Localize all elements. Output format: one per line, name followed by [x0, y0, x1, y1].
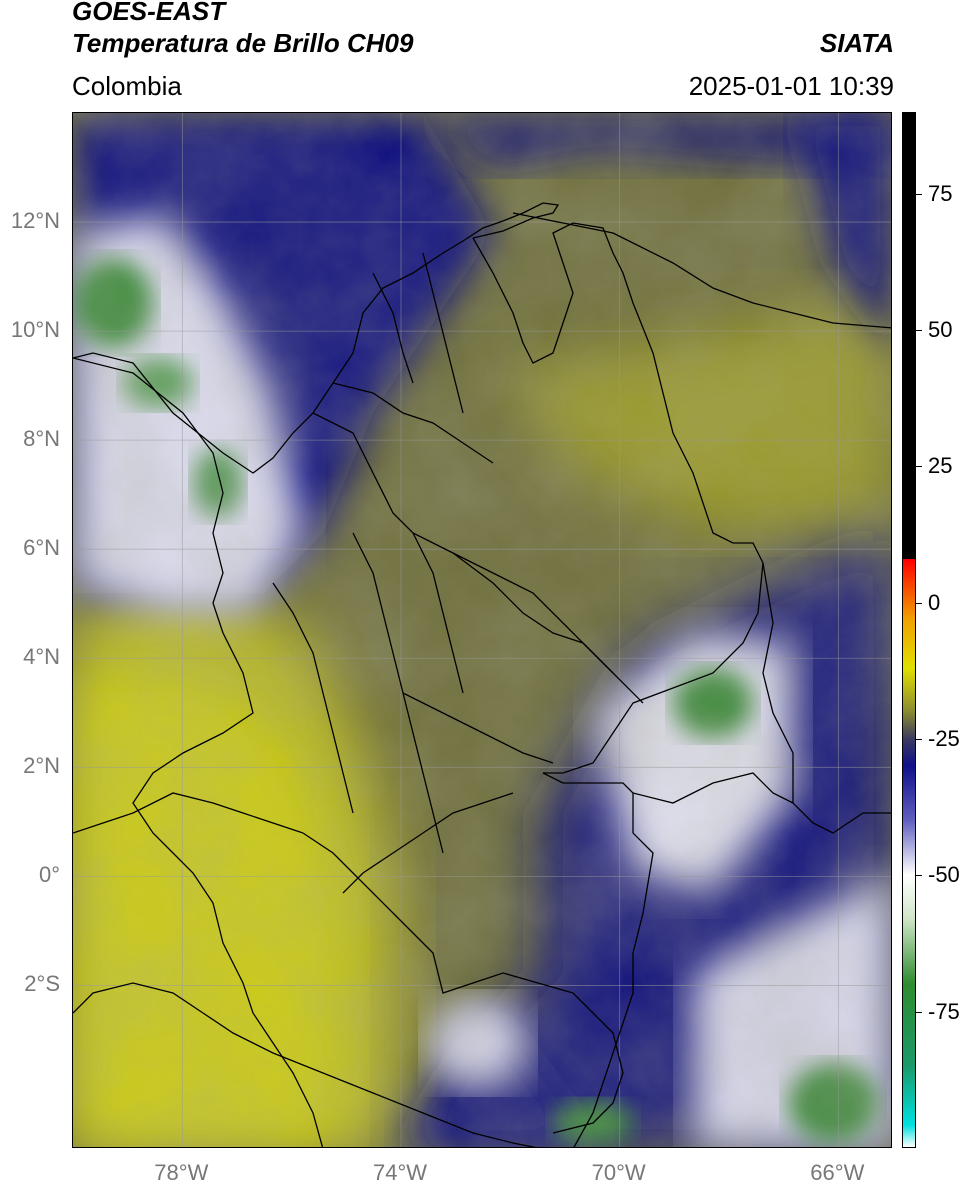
- colorbar-tick: [916, 330, 922, 332]
- lon-label: 70°W: [591, 1160, 646, 1185]
- dept-border-9: [422, 252, 464, 414]
- venezuela-guyana-border: [762, 562, 891, 834]
- organization-label: SIATA: [819, 28, 894, 58]
- lat-label: 12°N: [10, 208, 60, 234]
- venezuela-coast: [512, 212, 891, 329]
- dept-border-5: [272, 582, 354, 814]
- lat-label: 4°N: [23, 644, 60, 670]
- dept-border-10: [342, 792, 514, 894]
- panama-coast: [73, 357, 224, 634]
- lon-label: 66°W: [810, 1160, 865, 1185]
- lat-label: 8°N: [23, 426, 60, 452]
- peru-brazil-border: [552, 992, 624, 1134]
- colorbar-tick-label: -50: [928, 862, 960, 888]
- colombia-venezuela-border: [472, 222, 764, 774]
- colorbar: [902, 112, 916, 1148]
- brazil-venezuela-border: [632, 772, 794, 804]
- lat-label: 2°S: [24, 971, 60, 997]
- pacific-coast: [132, 632, 324, 1147]
- lon-label: 78°W: [154, 1160, 209, 1185]
- ecuador-peru-border: [73, 982, 537, 1147]
- colorbar-tick: [916, 739, 922, 741]
- colorbar-tick: [916, 466, 922, 468]
- dept-border-6: [452, 552, 614, 674]
- dept-border-2: [332, 382, 494, 464]
- gridlines: [73, 113, 891, 1147]
- colorbar-tick-label: 0: [928, 589, 941, 615]
- colombia-peru-border: [302, 832, 574, 994]
- colorbar-tick-label: 25: [928, 453, 953, 479]
- satellite-map[interactable]: [72, 112, 892, 1148]
- dept-border-4: [412, 532, 464, 694]
- colorbar-tick-label: 75: [928, 180, 953, 206]
- colorbar-tick-label: 50: [928, 317, 953, 343]
- dept-border-7: [402, 692, 554, 764]
- region-label: Colombia: [72, 71, 182, 101]
- colorbar-tick: [916, 1011, 922, 1013]
- lat-label: 10°N: [10, 317, 60, 343]
- colorbar-tick: [916, 193, 922, 195]
- lat-label: 6°N: [23, 535, 60, 561]
- colorbar-tick-label: -75: [928, 998, 960, 1024]
- brightness-temperature-field: [73, 113, 891, 1147]
- lat-label: 0°: [38, 862, 60, 888]
- colorbar-tick: [916, 875, 922, 877]
- title-line-1: GOES-EAST: [72, 0, 226, 26]
- colorbar-tick: [916, 602, 922, 604]
- lat-label: 2°N: [23, 753, 60, 779]
- colorbar-tick-label: -25: [928, 726, 960, 752]
- lon-label: 74°W: [372, 1160, 428, 1185]
- coastline-caribbean: [73, 202, 560, 474]
- dept-border-8: [372, 272, 414, 384]
- colombia-ecuador-border: [73, 792, 304, 834]
- colombia-brazil-border: [542, 772, 654, 1147]
- title-line-2: Temperatura de Brillo CH09: [72, 28, 414, 58]
- country-borders: [73, 202, 891, 1147]
- datetime-label: 2025-01-01 10:39: [688, 71, 894, 101]
